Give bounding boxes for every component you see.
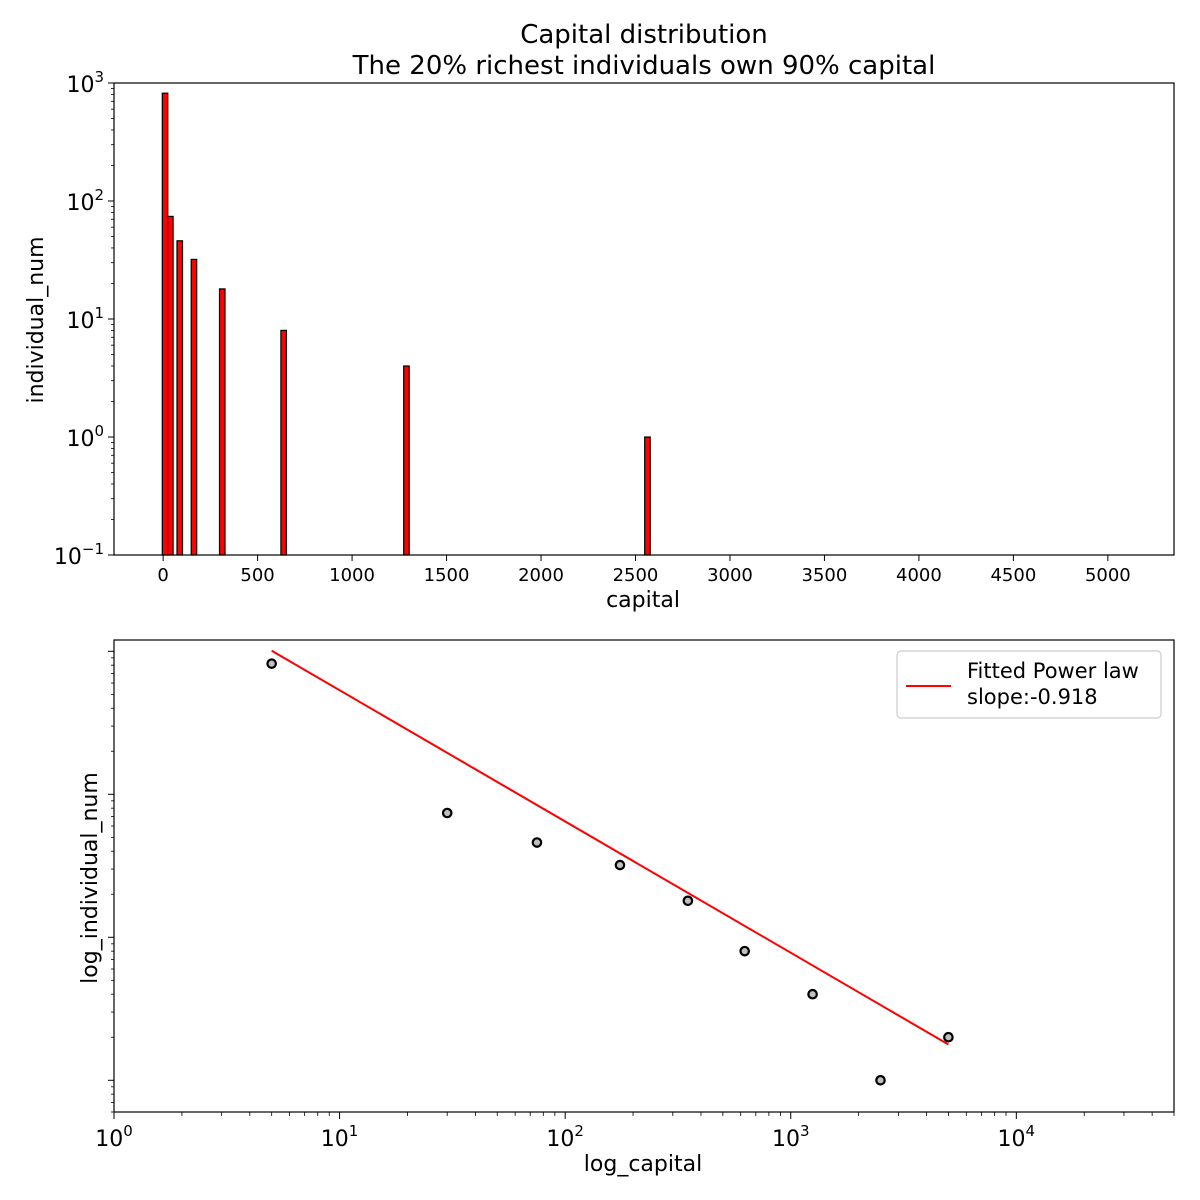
histogram-x-tick-label: 3000 bbox=[707, 565, 753, 586]
loglog-x-tick-label: 103 bbox=[772, 1122, 810, 1152]
histogram-bar-7 bbox=[644, 436, 651, 556]
histogram-y-tick-label: 103 bbox=[66, 68, 104, 98]
histogram-x-tick-label: 4500 bbox=[990, 565, 1036, 586]
histogram-bar-4 bbox=[218, 288, 226, 556]
histogram-x-tick-label: 5000 bbox=[1085, 565, 1131, 586]
histogram-bar-5 bbox=[280, 329, 287, 556]
histogram-x-axis-label: capital bbox=[606, 588, 680, 613]
loglog-point-4 bbox=[682, 895, 694, 907]
loglog-x-axis-label: log_capital bbox=[584, 1152, 702, 1177]
loglog-x-tick-label: 104 bbox=[998, 1122, 1036, 1152]
loglog-y-axis-label: log_individual_num bbox=[78, 772, 103, 984]
histogram-y-tick-label: 101 bbox=[66, 304, 104, 334]
loglog-point-5 bbox=[739, 945, 750, 957]
loglog-point-0 bbox=[266, 658, 277, 669]
histogram-x-tick-label: 1000 bbox=[329, 565, 375, 586]
histogram-y-axis-label: individual_num bbox=[24, 236, 49, 403]
histogram-x-tick-label: 500 bbox=[240, 565, 274, 586]
legend: Fitted Power law slope:-0.918 bbox=[896, 650, 1162, 719]
chart-title-line2: The 20% richest individuals own 90% capi… bbox=[352, 51, 936, 81]
legend-label-line2: slope:-0.918 bbox=[967, 685, 1098, 709]
chart-title-line1: Capital distribution bbox=[520, 20, 768, 50]
histogram-x-tick-label: 0 bbox=[157, 565, 168, 586]
histogram-bar-3 bbox=[190, 258, 198, 556]
loglog-points bbox=[266, 658, 954, 1086]
loglog-point-3 bbox=[614, 859, 626, 871]
loglog-panel: 100 101 102 103 104 log_capital log_individu… bbox=[78, 639, 1175, 1177]
histogram-bars bbox=[161, 92, 651, 556]
histogram-y-tick-label: 10−1 bbox=[54, 540, 104, 570]
loglog-point-7 bbox=[875, 1074, 886, 1086]
loglog-point-1 bbox=[441, 807, 453, 819]
loglog-x-tick-label: 102 bbox=[546, 1122, 584, 1152]
loglog-point-2 bbox=[531, 837, 543, 848]
legend-box bbox=[896, 650, 1162, 719]
histogram-panel: 0 500 1000 1500 2000 2500 3000 3500 4000 4500 5000… bbox=[24, 68, 1175, 613]
histogram-x-tick-label: 1500 bbox=[424, 565, 470, 586]
fitted-power-law-line bbox=[271, 649, 949, 1046]
histogram-x-tick-label: 3500 bbox=[802, 565, 848, 586]
loglog-point-6 bbox=[807, 988, 818, 1000]
histogram-x-tick-label: 2000 bbox=[518, 565, 564, 586]
histogram-x-tick-label: 4000 bbox=[896, 565, 942, 586]
histogram-x-tick-label: 2500 bbox=[613, 565, 659, 586]
histogram-bar-1 bbox=[167, 215, 174, 556]
legend-label-line1: Fitted Power law bbox=[967, 659, 1139, 683]
loglog-x-tick-label: 100 bbox=[95, 1122, 133, 1152]
loglog-x-tick-label: 101 bbox=[321, 1122, 359, 1152]
histogram-axes-frame bbox=[113, 82, 1175, 556]
histogram-ticks: 0 500 1000 1500 2000 2500 3000 3500 4000 4500 5000… bbox=[54, 68, 1131, 586]
histogram-y-tick-label: 100 bbox=[66, 422, 104, 452]
histogram-bar-2 bbox=[176, 240, 184, 556]
loglog-axes-frame bbox=[113, 639, 1175, 1113]
histogram-bar-6 bbox=[403, 365, 410, 556]
loglog-point-8 bbox=[943, 1031, 954, 1043]
histogram-y-tick-label: 102 bbox=[66, 186, 104, 216]
histogram-bar-0 bbox=[161, 92, 169, 556]
loglog-ticks: 100 101 102 103 104 bbox=[95, 650, 1175, 1152]
